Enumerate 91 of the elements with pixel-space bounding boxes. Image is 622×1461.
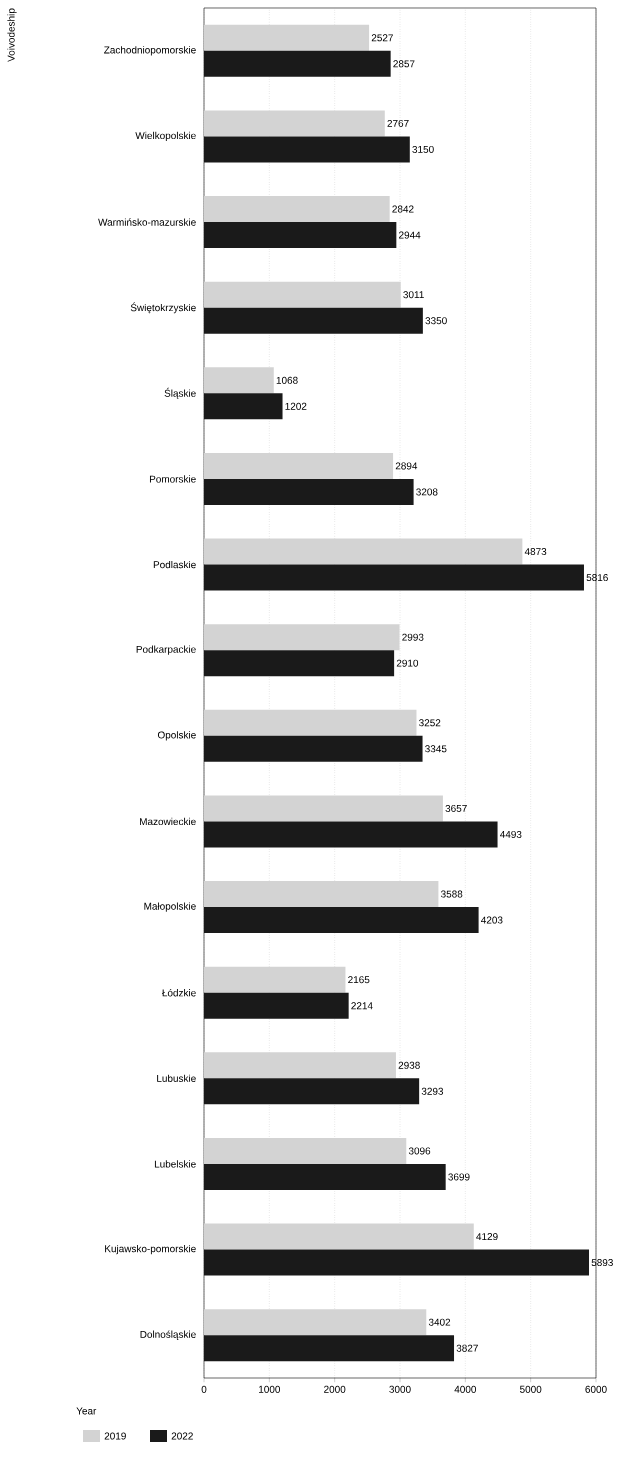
y-tick-label: Warmińsko-mazurskie: [98, 218, 196, 226]
data-label: 3208: [416, 488, 438, 496]
bar: [204, 452, 394, 479]
data-label: 3350: [425, 317, 447, 325]
data-label: 2165: [348, 976, 370, 984]
data-label: 1202: [285, 402, 307, 410]
y-tick-label: Zachodniopomorskie: [104, 46, 196, 56]
data-label: 1068: [276, 376, 298, 384]
y-tick-label: Wielkopolskie: [135, 131, 196, 142]
y-tick-label: Lubuskie: [157, 1074, 196, 1082]
data-label: 3345: [425, 745, 447, 753]
x-tick-label: 0: [201, 1385, 207, 1393]
bar: [204, 538, 523, 565]
data-label: 3699: [448, 1173, 470, 1181]
bar: [204, 795, 443, 822]
data-label: 2993: [402, 633, 424, 641]
data-label: 4129: [476, 1233, 498, 1241]
data-label: 2910: [396, 659, 419, 667]
y-tick-label: Śląskie: [164, 387, 196, 399]
data-label: 3827: [456, 1344, 478, 1352]
bar: [204, 1163, 446, 1190]
bar: [204, 992, 349, 1019]
bar: [204, 907, 479, 934]
bar: [204, 709, 417, 736]
data-label: 3588: [440, 890, 463, 898]
data-label: 4873: [524, 548, 547, 556]
x-tick-label: 6000: [585, 1385, 607, 1393]
bar: [204, 1052, 396, 1079]
bar: [204, 881, 439, 908]
y-tick-label: Kujawsko-pomorskie: [105, 1244, 196, 1255]
y-tick-label: Małopolskie: [144, 902, 196, 912]
data-label: 3293: [421, 1087, 444, 1095]
data-label: 3096: [408, 1147, 431, 1155]
bar: [204, 1223, 474, 1250]
text: Voivodeship: [7, 8, 17, 62]
data-label: 2857: [393, 60, 415, 68]
data-label: 2944: [399, 231, 421, 239]
data-label: 2214: [351, 1002, 373, 1010]
x-tick-label: 5000: [519, 1385, 542, 1393]
y-tick-label: Świętokrzyskie: [130, 302, 196, 314]
y-tick-label: Lubelskie: [154, 1160, 196, 1168]
legend-label: 2019: [104, 1432, 126, 1440]
bar: [204, 222, 397, 249]
data-label: 3150: [412, 145, 434, 153]
data-label: 2842: [392, 205, 414, 213]
x-tick-label: 3000: [389, 1385, 411, 1393]
bar: [204, 624, 400, 651]
y-tick-label: Opolskie: [157, 731, 196, 741]
y-tick-label: Podkarpackie: [136, 645, 196, 655]
bar: [204, 1335, 455, 1362]
data-label: 4493: [499, 830, 522, 838]
bar: [204, 24, 370, 51]
bar: [204, 1078, 420, 1105]
bar: [204, 735, 423, 762]
bar: [204, 110, 385, 137]
bar: [204, 650, 395, 677]
bar: [204, 1137, 407, 1164]
y-tick-label: Pomorskie: [149, 475, 196, 483]
bar: [204, 478, 414, 505]
bar: [204, 1309, 427, 1336]
y-tick-label: Mazowieckie: [140, 817, 196, 826]
bar: [204, 196, 390, 223]
x-tick-label: 1000: [259, 1385, 281, 1393]
bar: [204, 1249, 590, 1276]
bar: [204, 393, 283, 420]
bar: [204, 307, 423, 334]
data-label: 2767: [387, 119, 409, 127]
bar: [204, 367, 274, 394]
y-tick-label: Podlaskie: [153, 560, 196, 569]
y-tick-label: Dolnośląskie: [140, 1330, 196, 1340]
x-tick-label: 4000: [454, 1385, 477, 1393]
data-label: 3252: [419, 719, 441, 727]
data-label: 3011: [403, 291, 424, 299]
legend-label: 2022: [171, 1432, 193, 1440]
bar: [204, 821, 498, 848]
data-label: 2894: [395, 462, 418, 470]
bar: [204, 966, 346, 993]
y-tick-label: Łódzkie: [161, 988, 196, 997]
bar: [204, 50, 391, 77]
bar: [204, 564, 584, 591]
data-label: 3402: [428, 1318, 451, 1326]
legend-title: Year: [76, 1407, 97, 1415]
data-label: 3657: [445, 804, 467, 812]
data-label: 2527: [371, 34, 393, 42]
data-label: 5816: [586, 574, 608, 582]
data-label: 4203: [481, 916, 503, 924]
bar: [204, 281, 401, 308]
bar: [204, 136, 410, 163]
data-label: 2938: [398, 1061, 420, 1069]
data-label: 5893: [591, 1259, 613, 1267]
x-tick-label: 2000: [324, 1385, 346, 1393]
